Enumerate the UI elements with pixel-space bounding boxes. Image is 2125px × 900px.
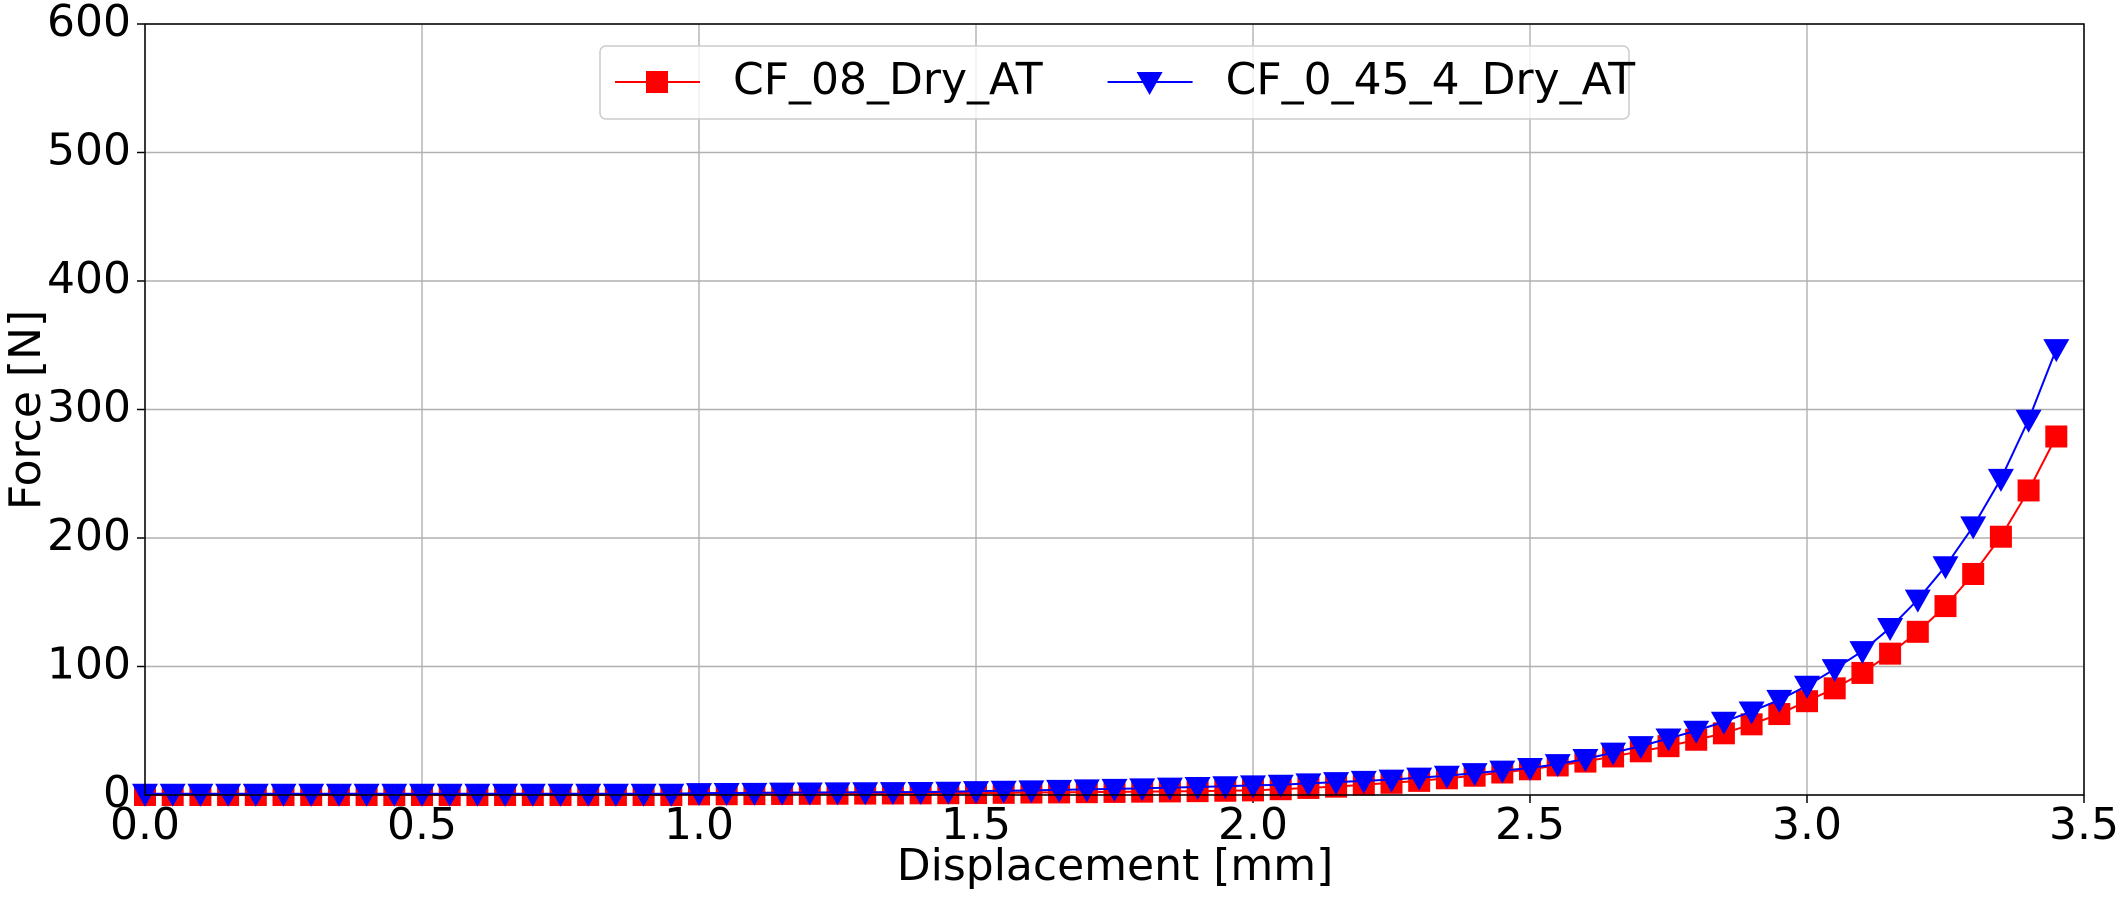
marker [1489, 760, 1516, 784]
series-line [145, 436, 2058, 796]
x-tick-label: 0.5 [387, 799, 457, 850]
legend-item: CF_0_45_4_Dry_AT [1107, 54, 1636, 105]
marker [1544, 754, 1571, 778]
marker [1627, 736, 1654, 760]
marker [1877, 617, 1904, 641]
x-tick-label: 2.5 [1495, 799, 1565, 850]
x-axis-label: Displacement [mm] [897, 840, 1334, 891]
marker [1378, 769, 1405, 793]
marker [990, 780, 1017, 804]
marker [1240, 775, 1266, 799]
y-tick-label: 400 [47, 253, 131, 304]
legend-item: CF_08_Dry_AT [615, 54, 1043, 105]
marker [1600, 742, 1627, 766]
marker [1156, 777, 1183, 801]
plot-frame [144, 23, 2085, 796]
marker [1350, 770, 1377, 794]
marker [1710, 711, 1737, 735]
marker [2043, 339, 2070, 363]
marker [1129, 778, 1156, 802]
legend-label: CF_08_Dry_AT [733, 54, 1043, 105]
marker [1018, 780, 1045, 804]
marker [1517, 758, 1543, 782]
marker [1101, 778, 1128, 802]
marker [1821, 659, 1848, 683]
marker [2015, 409, 2042, 433]
marker [1323, 772, 1350, 796]
y-tick-label: 200 [47, 510, 131, 561]
marker [1962, 562, 1985, 585]
marker [1934, 595, 1957, 618]
marker [1267, 774, 1294, 798]
marker [1849, 641, 1876, 665]
marker [1766, 689, 1793, 713]
marker [1768, 703, 1791, 726]
marker [1796, 690, 1818, 713]
marker [2045, 425, 2068, 448]
marker [824, 782, 851, 806]
legend-marker [646, 71, 668, 93]
marker [907, 782, 934, 806]
marker [1879, 642, 1902, 665]
marker [1932, 556, 1959, 580]
marker [852, 782, 879, 806]
marker [1212, 776, 1239, 800]
marker [1960, 516, 1987, 540]
y-tick-label: 300 [47, 382, 131, 433]
marker [1295, 773, 1322, 797]
x-tick-label: 2.0 [1218, 799, 1288, 850]
marker [1906, 620, 1929, 643]
series-line [145, 348, 2058, 795]
marker [769, 782, 796, 806]
marker [1073, 779, 1100, 803]
marker [1572, 749, 1599, 773]
marker [1987, 468, 2014, 492]
marker [879, 782, 906, 806]
x-tick-label: 3.0 [1772, 799, 1842, 850]
marker [1989, 525, 2012, 548]
marker [2017, 479, 2040, 502]
y-tick-label: 100 [47, 639, 131, 690]
x-tick-label: 3.5 [2049, 799, 2119, 850]
marker [1851, 661, 1874, 684]
x-tick-label: 0.0 [110, 799, 180, 850]
legend-label: CF_0_45_4_Dry_AT [1226, 54, 1636, 105]
y-axis-label: Force [N] [0, 310, 51, 510]
y-tick-label: 600 [47, 0, 131, 47]
y-tick-label: 500 [47, 125, 131, 176]
marker [1046, 779, 1073, 803]
marker [1406, 767, 1433, 791]
marker [1433, 765, 1460, 789]
x-tick-label: 1.5 [941, 799, 1011, 850]
marker [1655, 728, 1682, 752]
marker [1738, 701, 1765, 725]
marker [1904, 589, 1931, 613]
marker [796, 782, 823, 806]
legend-marker [1136, 72, 1163, 95]
marker [1461, 763, 1488, 787]
x-tick-label: 1.0 [664, 799, 734, 850]
marker [1794, 675, 1820, 699]
marker [1184, 777, 1211, 801]
y-tick-label: 0 [103, 767, 131, 818]
marker [1683, 720, 1710, 744]
marker [1823, 677, 1846, 700]
marker [963, 781, 989, 805]
marker [935, 781, 962, 805]
legend: CF_08_Dry_AT CF_0_45_4_Dry_AT [599, 45, 1636, 120]
